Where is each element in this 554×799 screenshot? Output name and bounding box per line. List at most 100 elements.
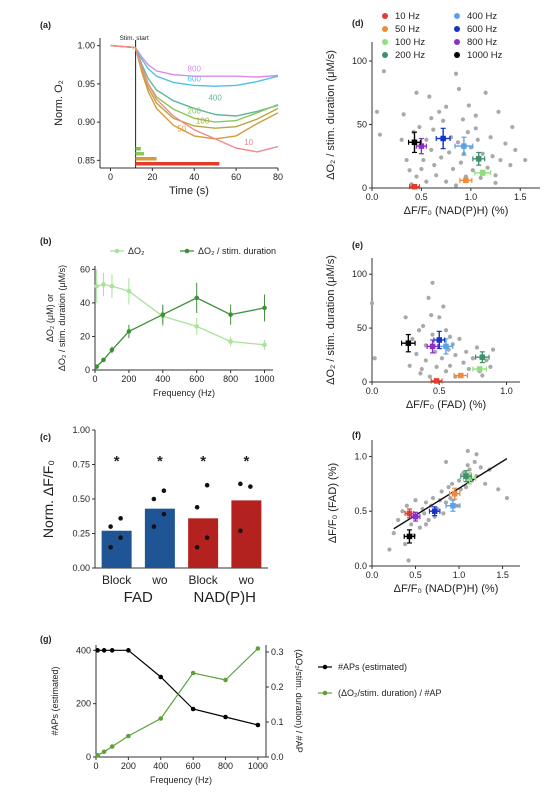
mean-marker — [450, 502, 456, 509]
x-tick-label: 1.0 — [500, 386, 513, 396]
x-tick-label: 60 — [231, 172, 241, 182]
legend-marker — [184, 248, 190, 254]
legend-entry: 400 Hz — [467, 11, 497, 22]
data-point — [523, 157, 528, 163]
data-point — [484, 358, 489, 363]
panel-label-e: (e) — [352, 240, 363, 250]
data-point — [109, 648, 115, 653]
data-point — [194, 324, 200, 329]
x-tick-label: 1000 — [248, 761, 268, 771]
data-point — [456, 478, 462, 483]
y-axis-label: ΔO₂ (μM) or — [45, 294, 55, 342]
mean-marker — [479, 170, 486, 176]
data-point — [478, 465, 483, 470]
data-point — [402, 541, 408, 547]
data-point — [95, 752, 100, 758]
data-point — [223, 677, 228, 683]
legend-marker — [382, 39, 388, 45]
y2-tick-label: 0.2 — [271, 682, 284, 692]
y2-tick-label: 0.0 — [271, 752, 284, 762]
data-point — [504, 495, 510, 501]
data-point — [446, 150, 452, 155]
y-tick-label: 100 — [352, 56, 367, 66]
legend-marker — [322, 690, 328, 696]
y-tick-label: 0.95 — [77, 79, 95, 89]
data-point — [427, 94, 432, 99]
series-line — [97, 649, 259, 726]
data-point — [418, 371, 423, 376]
x-tick-label: 0.0 — [366, 570, 379, 580]
data-point — [453, 183, 459, 188]
x-tick-label: 80 — [273, 172, 283, 182]
data-point — [101, 648, 107, 653]
group-label-fad: FAD — [124, 589, 153, 606]
legend-marker — [322, 664, 328, 670]
data-point — [465, 130, 470, 135]
data-point — [493, 180, 498, 186]
data-point — [204, 535, 210, 540]
series-label-400: 400 — [208, 94, 222, 103]
panel-label-d: (d) — [352, 18, 364, 28]
y2-tick-label: 0.1 — [271, 717, 284, 727]
legend-marker — [114, 248, 120, 254]
x-tick-label: 800 — [223, 374, 238, 384]
series-label-100: 100 — [196, 117, 210, 126]
data-point — [432, 163, 437, 168]
y-axis-label: Norm. O₂ — [53, 80, 65, 126]
series-line — [96, 297, 265, 368]
data-point — [447, 334, 453, 339]
legend-entry: 200 Hz — [395, 50, 425, 61]
mean-marker — [411, 183, 418, 190]
mean-marker — [466, 475, 473, 482]
data-point — [406, 558, 411, 563]
y2-tick-label: 0.3 — [271, 647, 284, 657]
data-point — [453, 352, 458, 358]
data-point — [407, 168, 412, 173]
y-tick-label: 50 — [357, 120, 367, 130]
data-point — [424, 179, 429, 184]
x-tick-label: 0.0 — [366, 192, 379, 202]
category-label: wo — [151, 573, 168, 587]
significance-star: * — [114, 453, 120, 470]
mean-marker — [405, 340, 412, 346]
data-point — [453, 71, 459, 76]
data-point — [118, 516, 123, 521]
legend-marker — [454, 26, 460, 32]
x-tick-label: 200 — [121, 374, 136, 384]
x-tick-label: 0.0 — [366, 386, 379, 396]
legend-entry: 50 Hz — [395, 24, 420, 35]
x-tick-label: 0 — [92, 374, 97, 384]
data-point — [473, 126, 478, 131]
data-point — [458, 160, 464, 165]
legend-entry: #APs (estimated) — [338, 662, 407, 672]
mean-marker — [458, 372, 464, 379]
mean-marker — [443, 343, 449, 350]
legend-entry: (ΔO₂/stim. duration) / #AP — [338, 688, 442, 698]
data-point — [431, 127, 436, 132]
data-point — [455, 140, 461, 145]
y-tick-label: 400 — [76, 645, 91, 655]
data-point — [422, 511, 427, 516]
stim-duration-bar — [135, 152, 144, 156]
mean-marker — [463, 177, 469, 184]
data-point — [437, 315, 442, 320]
data-point — [439, 356, 445, 361]
data-point — [401, 112, 406, 117]
data-point — [262, 305, 267, 311]
data-point — [424, 137, 429, 142]
data-point — [443, 500, 449, 505]
data-point — [409, 522, 414, 527]
data-point — [480, 151, 485, 156]
data-point — [434, 173, 439, 178]
data-point — [429, 147, 434, 153]
data-point — [448, 495, 453, 501]
data-point — [474, 452, 479, 457]
data-point — [443, 328, 449, 333]
data-point — [204, 482, 210, 488]
y-tick-label: 50 — [357, 323, 367, 333]
legend-entry: 100 Hz — [395, 37, 425, 48]
data-point — [248, 484, 253, 489]
data-point — [429, 116, 434, 121]
y-tick-label: 0.50 — [72, 494, 90, 504]
